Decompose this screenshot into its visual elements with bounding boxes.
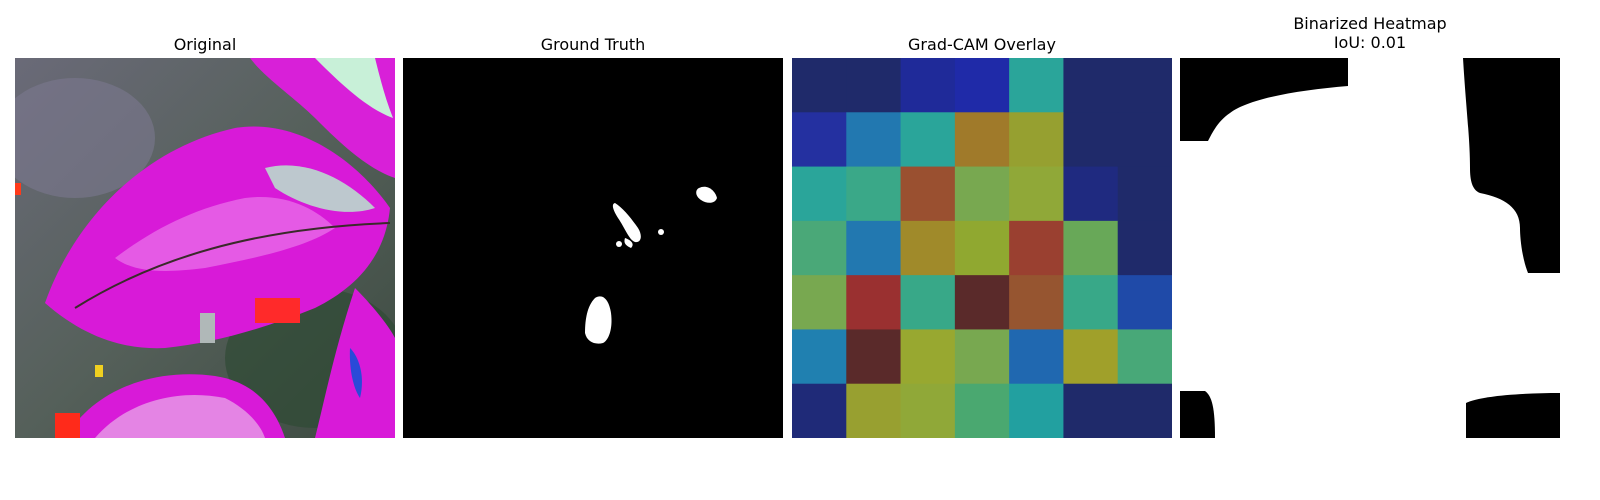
gradcam-heatmap-grid <box>792 58 1172 438</box>
leaf-main-speckle <box>115 197 335 271</box>
title-text: Binarized Heatmap <box>1293 14 1447 33</box>
gradcam-cell <box>954 383 1010 438</box>
gradcam-cell <box>1009 166 1064 222</box>
gradcam-cell <box>792 166 847 222</box>
original-image <box>15 58 395 438</box>
gradcam-cell <box>1117 383 1172 438</box>
gradcam-cell <box>846 220 902 276</box>
title-text: Original <box>173 35 237 54</box>
gradcam-cell <box>1063 383 1119 438</box>
grey-patch <box>200 313 215 343</box>
panel-title-ground-truth: Ground Truth <box>403 35 783 54</box>
gradcam-cell <box>1009 275 1064 330</box>
gradcam-cell <box>792 58 847 113</box>
title-text: Grad-CAM Overlay <box>908 35 1056 54</box>
gradcam-cell <box>846 329 902 385</box>
black-region-top-left <box>1180 58 1348 141</box>
ground-truth-mask <box>403 58 783 438</box>
gradcam-cell <box>1063 166 1119 222</box>
gradcam-cell <box>900 220 956 276</box>
gradcam-cell <box>900 275 956 330</box>
iou-label: IoU: 0.01 <box>1333 33 1407 52</box>
binarized-heatmap <box>1180 58 1560 438</box>
mask-blob <box>658 229 664 235</box>
black-region-top-right <box>1463 58 1560 273</box>
binarized-heatmap-picture <box>1180 58 1560 438</box>
gradcam-cell <box>1009 58 1064 113</box>
ground-truth-picture <box>403 58 783 438</box>
leaf-vein <box>74 222 391 309</box>
title-text: Ground Truth <box>540 35 646 54</box>
gradcam-cell <box>792 383 847 438</box>
mask-blob <box>585 296 612 344</box>
gradcam-cell <box>900 166 956 222</box>
gradcam-cell <box>846 383 902 438</box>
leaf-main-speckle <box>265 165 375 212</box>
panel-title-gradcam: Grad-CAM Overlay <box>792 35 1172 54</box>
gradcam-cell <box>792 220 847 276</box>
gradcam-cell <box>792 329 847 385</box>
gradcam-cell <box>954 329 1010 385</box>
gradcam-cell <box>846 112 902 168</box>
gradcam-cell <box>1009 112 1064 168</box>
gradcam-cell <box>792 112 847 168</box>
mask-blob <box>616 241 622 247</box>
red-spot <box>255 298 300 323</box>
gradcam-cell <box>1117 220 1172 276</box>
gradcam-overlay <box>792 58 1172 438</box>
gradcam-cell <box>1063 112 1119 168</box>
leaf-top-right-highlight <box>315 58 393 118</box>
gradcam-cell <box>954 220 1010 276</box>
panel-title-binarized: Binarized Heatmap IoU: 0.01 <box>1180 14 1560 52</box>
gradcam-cell <box>1009 329 1064 385</box>
leaf-bottom-speckle <box>95 394 265 438</box>
panel-title-original: Original <box>15 35 395 54</box>
gradcam-cell <box>900 112 956 168</box>
gradcam-cell <box>1117 275 1172 330</box>
gradcam-cell <box>1117 166 1172 222</box>
gradcam-cell <box>846 275 902 330</box>
gradcam-cell <box>1117 112 1172 168</box>
gradcam-cell <box>1063 329 1119 385</box>
gradcam-cell <box>846 166 902 222</box>
gradcam-cell <box>954 58 1010 113</box>
gradcam-cell <box>954 166 1010 222</box>
gradcam-cell <box>1063 275 1119 330</box>
gradcam-cell <box>1117 58 1172 113</box>
gradcam-cell <box>1063 58 1119 113</box>
blue-spot <box>349 348 362 398</box>
gradcam-cell <box>1063 220 1119 276</box>
gradcam-cell <box>792 275 847 330</box>
gradcam-cell <box>1009 220 1064 276</box>
mask-background <box>403 58 783 438</box>
red-spot <box>15 183 21 195</box>
gradcam-cell <box>1009 383 1064 438</box>
gradcam-cell <box>954 275 1010 330</box>
black-region-bottom-right <box>1466 393 1560 438</box>
red-spot <box>55 413 80 438</box>
gradcam-cell <box>954 112 1010 168</box>
gradcam-cell <box>900 383 956 438</box>
gradcam-cell <box>846 58 902 113</box>
mask-blob <box>696 186 717 203</box>
yellow-spot <box>95 365 103 377</box>
gradcam-cell <box>1117 329 1172 385</box>
gradcam-cell <box>900 329 956 385</box>
original-leaf-picture <box>15 58 395 438</box>
mask-blob <box>624 238 633 248</box>
blur-blob <box>15 78 155 198</box>
mask-blob <box>612 203 641 243</box>
gradcam-cell <box>900 58 956 113</box>
black-region-bottom-left <box>1180 391 1215 438</box>
